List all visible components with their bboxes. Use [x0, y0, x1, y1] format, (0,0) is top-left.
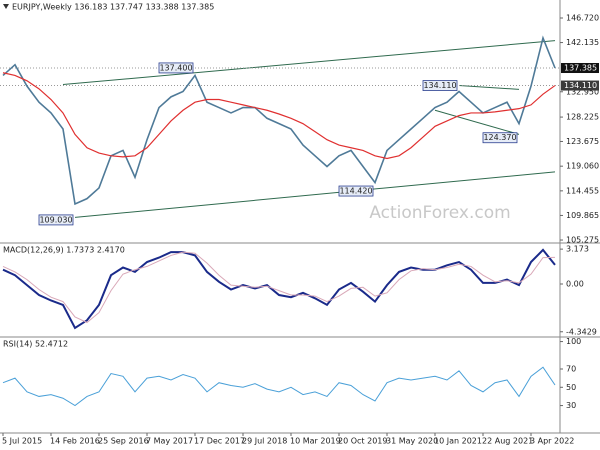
series-line	[2, 251, 556, 324]
x-tick-label: 7 May 2017	[146, 437, 193, 446]
x-tick-label: 25 Sep 2016	[98, 437, 149, 446]
annotation-box	[482, 132, 518, 144]
menu-icon[interactable]	[3, 4, 9, 9]
annotation-label: 137.400	[159, 63, 192, 72]
x-tick-label: 17 Dec 2017	[194, 437, 245, 446]
y-tick-label: 119.060	[566, 162, 599, 171]
x-tick-label: 3 Apr 2022	[530, 437, 574, 446]
annotation-label: 114.420	[339, 187, 372, 196]
x-tick-label: 10 Mar 2019	[290, 437, 341, 446]
x-tick-label: 22 Aug 2021	[482, 437, 533, 446]
y-tick-label: 146.720	[566, 14, 599, 23]
x-tick-label: 5 Jul 2015	[2, 437, 42, 446]
x-tick-label: 10 Jan 2021	[434, 437, 482, 446]
annotation-box	[38, 214, 74, 226]
trendline	[458, 85, 520, 90]
y-tick-label: 50	[566, 383, 576, 392]
x-tick-label: 14 Feb 2016	[50, 437, 100, 446]
annotation-box	[422, 80, 458, 91]
watermark: ActionForex.com	[369, 203, 510, 223]
y-tick-label: 30	[566, 401, 576, 410]
series-line	[2, 35, 556, 206]
annotation-label: 134.110	[423, 81, 456, 90]
price-tag-label: 134.110	[564, 81, 597, 90]
y-tick-label: 100	[566, 337, 581, 346]
y-tick-label: 109.865	[566, 211, 599, 220]
annotation-box	[158, 62, 194, 74]
y-tick-label: 105.275	[566, 236, 599, 245]
trendline	[434, 109, 520, 135]
y-tick-label: 128.225	[566, 113, 599, 122]
price-tag-label: 137.385	[564, 64, 597, 73]
trendline	[62, 40, 556, 86]
y-tick-label: 3.173	[566, 245, 589, 254]
x-tick-label: 31 May 2020	[386, 437, 438, 446]
x-tick-label: 20 Oct 2019	[338, 437, 387, 446]
y-tick-label: 0.00	[566, 280, 584, 289]
annotation-label: 124.370	[483, 133, 516, 142]
series-line	[2, 366, 556, 407]
series-line	[2, 72, 556, 160]
y-tick-label: 142.135	[566, 38, 599, 47]
y-tick-label: 132.950	[566, 87, 599, 96]
y-tick-label: 123.675	[566, 137, 599, 146]
panel-title: EURJPY,Weekly 136.183 137.747 133.388 13…	[12, 3, 214, 12]
x-tick-label: 29 Jul 2018	[242, 437, 287, 446]
annotation-label: 109.030	[39, 215, 72, 224]
y-tick-label: -4.3429	[566, 327, 597, 336]
annotation-box	[338, 185, 374, 197]
price-tag	[561, 63, 599, 74]
y-tick-label: 114.455	[566, 186, 599, 195]
trendline	[74, 171, 556, 218]
panel-title: MACD(12,26,9) 1.7373 2.4170	[3, 246, 125, 255]
price-tag	[561, 80, 599, 91]
panel-title: RSI(14) 52.4712	[3, 340, 68, 349]
y-tick-label: 70	[566, 365, 576, 374]
